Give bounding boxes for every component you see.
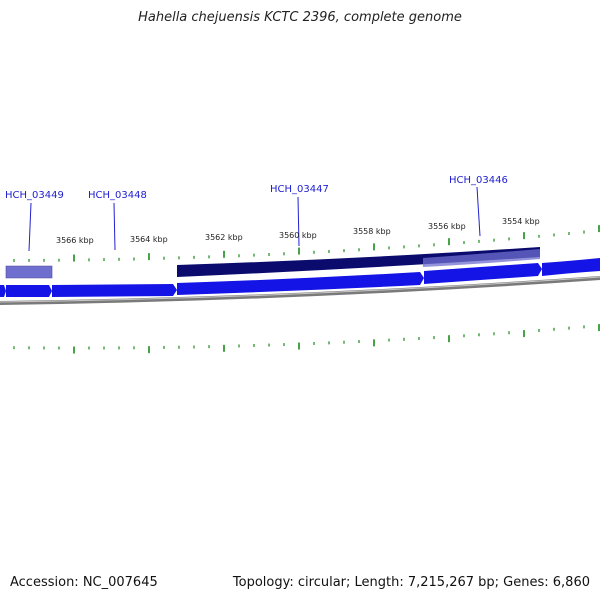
tick-label-3556: 3556 kbp <box>428 222 466 231</box>
gene-hch-03447-reverse[interactable] <box>177 247 540 277</box>
gene-hch-03449-reverse[interactable] <box>5 265 53 279</box>
map-title: Hahella chejuensis KCTC 2396, complete g… <box>138 10 462 25</box>
tick-label-3558: 3558 kbp <box>353 227 391 236</box>
accession-text: Accession: NC_007645 <box>10 575 158 590</box>
gene-label-hch-03446[interactable]: HCH_03446 <box>449 175 508 186</box>
gene-forward-arrow-1[interactable] <box>0 285 6 297</box>
tick-label-3566: 3566 kbp <box>56 236 94 245</box>
gene-hch-03446-forward[interactable] <box>424 263 542 284</box>
gene-leader-hch-03446 <box>476 186 481 237</box>
tick-marks-bottom <box>13 324 600 354</box>
tick-label-3554: 3554 kbp <box>502 217 540 226</box>
genome-backbone-highlight <box>0 276 600 303</box>
gene-hch-03447-forward[interactable] <box>177 272 424 295</box>
tick-label-3562: 3562 kbp <box>205 233 243 242</box>
topology-summary: Topology: circular; Length: 7,215,267 bp… <box>232 575 590 590</box>
tick-label-3560: 3560 kbp <box>279 231 317 240</box>
gene-label-hch-03449[interactable]: HCH_03449 <box>5 190 64 201</box>
gene-forward-arrow-end[interactable] <box>542 258 600 276</box>
gene-leader-hch-03447 <box>297 196 300 247</box>
gene-leader-hch-03448 <box>113 202 116 251</box>
genome-backbone <box>0 276 600 305</box>
gene-leader-hch-03449 <box>28 202 32 252</box>
gene-hch-03449-forward[interactable] <box>6 285 52 297</box>
gene-label-hch-03447[interactable]: HCH_03447 <box>270 184 329 195</box>
gene-hch-03448-forward[interactable] <box>52 284 177 297</box>
gene-hch-03446-reverse[interactable] <box>423 249 540 267</box>
tick-marks-top <box>13 225 600 262</box>
tick-label-3564: 3564 kbp <box>130 235 168 244</box>
gene-label-hch-03448[interactable]: HCH_03448 <box>88 190 147 201</box>
